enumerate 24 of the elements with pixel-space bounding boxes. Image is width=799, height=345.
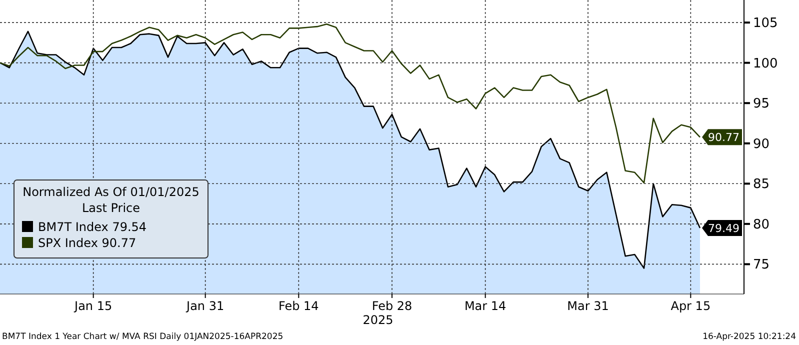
y-tick-label: 85 xyxy=(753,177,770,192)
x-tick-label: Jan 15 xyxy=(74,299,112,313)
x-tick-label: Mar 31 xyxy=(567,299,609,313)
x-tick-label: Apr 15 xyxy=(670,299,711,313)
annotation: Last Price xyxy=(82,201,140,215)
y-tick-label: 90 xyxy=(753,136,770,152)
x-tick-label: Feb 28 xyxy=(372,299,412,313)
y-tick-label: 95 xyxy=(753,96,770,112)
line-series xyxy=(0,24,701,184)
legend-label: BM7T Index 79.54 xyxy=(38,220,147,234)
text: BM7T Index 1 Year Chart w/ MVA RSI Daily 01JAN2025-16APR2025 xyxy=(2,332,284,342)
y-tick-label: 100 xyxy=(753,56,778,72)
y-tick-label: 105 xyxy=(753,16,778,32)
y-tick-label: 80 xyxy=(753,217,770,232)
x-axis-title: 2025 xyxy=(362,313,394,327)
x-tick-label: Mar 14 xyxy=(464,299,506,313)
legend-title: Normalized As Of 01/01/2025 xyxy=(22,185,200,199)
x-tick-label: Jan 31 xyxy=(186,299,224,313)
legend-label: SPX Index 90.77 xyxy=(38,236,136,250)
text: 16-Apr-2025 10:21:24 xyxy=(702,332,796,342)
x-tick-label: Feb 14 xyxy=(278,299,319,313)
y-tick-label: 75 xyxy=(753,258,770,273)
data-label: 90.77 xyxy=(708,131,740,144)
data-label: 79.49 xyxy=(708,222,740,235)
